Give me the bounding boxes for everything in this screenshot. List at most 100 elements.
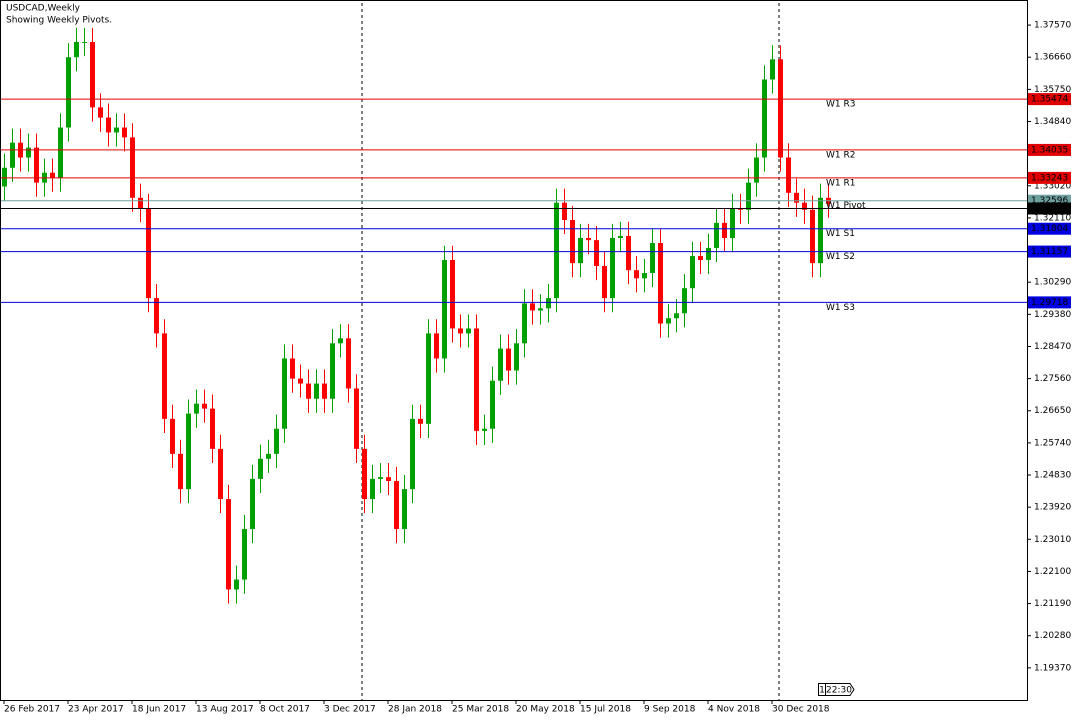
candle-body [122,127,127,138]
chart-subtitle: Showing Weekly Pivots. [6,16,112,26]
candle-body [50,172,55,178]
candle-body [746,182,751,210]
y-tick-label: 1.28470 [1034,342,1071,352]
y-tick-label: 1.24830 [1034,471,1071,481]
candle-body [554,202,559,299]
candle-body [314,383,319,399]
pivot-name: W1 Pivot [826,201,866,211]
candle-body [762,79,767,158]
candle-body [418,418,423,424]
y-tick-label: 1.34840 [1034,117,1071,127]
candle-body [634,270,639,279]
pivot-value-label: 1.31157 [1031,247,1068,257]
x-tick-label: 4 Nov 2018 [708,705,760,715]
candle-body [346,338,351,389]
pivot-value-label: 1.32596 [1031,196,1068,206]
candle-body [338,338,343,344]
candle-body [706,247,711,260]
y-tick-label: 1.19370 [1034,663,1071,673]
candle-body [466,328,471,334]
pivot-label-box [1028,143,1071,156]
timer-page: 1 [819,686,825,696]
candle-body [642,273,647,279]
candle-body [530,303,535,311]
candle-body [74,42,79,58]
candle-body [10,142,15,168]
x-tick-label: 15 Jul 2018 [580,705,631,715]
candle-body [490,380,495,429]
pivot-name: W1 R2 [826,150,855,160]
candle-body [162,333,167,419]
candle-body [386,477,391,482]
y-tick-label: 1.27560 [1034,374,1071,384]
chart-title: USDCAD,Weekly [6,4,81,14]
candle-body [194,403,199,414]
pivot-value-label: 1.33243 [1031,173,1068,183]
candle-body [170,418,175,454]
y-tick-label: 1.25740 [1034,438,1071,448]
candle-body [434,333,439,359]
pivot-label-box [1028,296,1071,309]
y-tick-label: 1.33020 [1034,181,1071,191]
candle-body [442,259,447,359]
pivot-name: W1 S1 [826,229,855,239]
pivot-label-box [1028,93,1071,106]
candle-body [242,529,247,580]
y-tick-label: 1.26650 [1034,406,1071,416]
candle-body [602,265,607,299]
x-tick-label: 8 Oct 2017 [260,705,310,715]
pivot-value-label: 1.34035 [1031,145,1068,155]
candle-body [402,489,407,530]
pivot-label-box [1028,245,1071,258]
y-tick-label: 1.21190 [1034,599,1071,609]
timer-box [825,683,855,696]
candle-body [258,458,263,479]
candle-body [218,448,223,500]
candle-body [770,59,775,80]
x-tick-label: 26 Feb 2017 [4,705,60,715]
candle-body [514,343,519,371]
candle-body [594,240,599,266]
candle-body [578,238,583,264]
candle-body [458,328,463,334]
candle-body [570,220,575,264]
candle-body [226,499,231,590]
candle-body [794,192,799,203]
pivot-value-label: 1.29718 [1031,298,1068,308]
candle-body [754,157,759,183]
x-tick-label: 9 Sep 2018 [644,705,696,715]
y-tick-label: 1.32110 [1034,213,1071,223]
x-tick-label: 25 Mar 2018 [452,705,509,715]
candle-body [138,197,143,209]
y-tick-label: 1.36660 [1034,53,1071,63]
candle-body [130,137,135,198]
candle-body [426,333,431,424]
y-tick-label: 1.23920 [1034,503,1071,513]
candle-body [330,343,335,399]
candle-body [482,428,487,431]
y-tick-label: 1.22100 [1034,567,1071,577]
candle-body [306,383,311,399]
candle-body [58,127,63,178]
candle-body [618,235,623,239]
candle-body [498,348,503,381]
candle-body [26,147,31,158]
candle-body [666,318,671,324]
pivot-name: W1 S3 [826,303,855,313]
y-tick-label: 1.29380 [1034,310,1071,320]
current-price-box [1028,202,1071,215]
candle-body [450,259,455,329]
current-price-label: 1.32376 [1031,204,1068,214]
candle-body [626,235,631,271]
x-tick-label: 20 May 2018 [516,705,575,715]
candle-body [722,222,727,239]
candle-body [66,57,71,128]
candle-body [322,383,327,399]
candle-body [778,59,783,158]
candle-body [186,413,191,490]
candle-body [690,256,695,289]
pivot-label-box [1028,222,1071,235]
candle-body [410,418,415,490]
y-tick-label: 1.37570 [1034,21,1071,31]
